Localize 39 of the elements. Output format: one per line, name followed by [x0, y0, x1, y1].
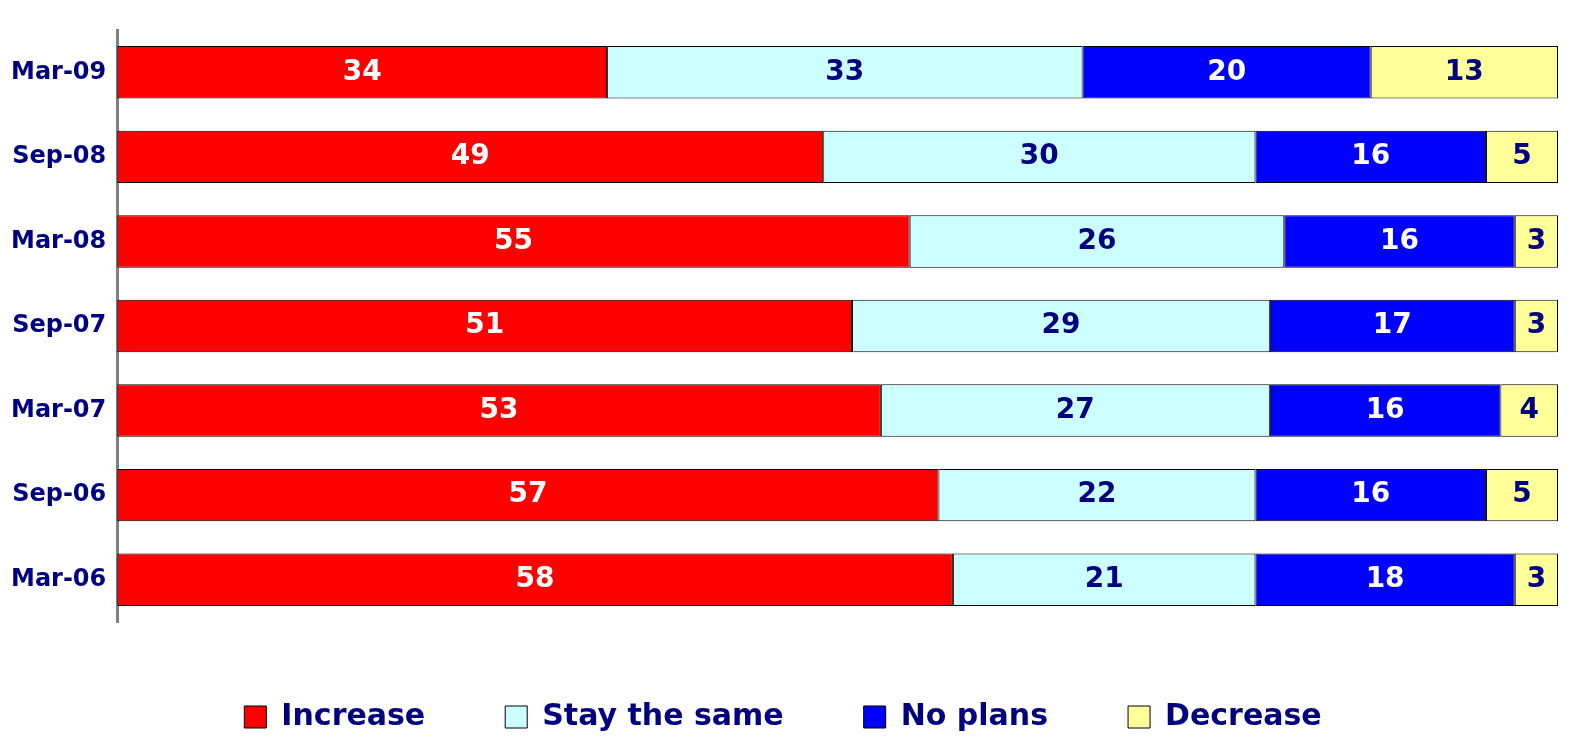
data-label: 49 — [450, 138, 490, 172]
data-label: 13 — [1444, 53, 1484, 87]
data-label: 27 — [1055, 391, 1095, 425]
data-label: 16 — [1365, 391, 1405, 425]
data-label: 16 — [1351, 476, 1391, 510]
data-label: 53 — [479, 391, 519, 425]
data-label: 3 — [1526, 561, 1547, 594]
data-label: 4 — [1519, 391, 1539, 425]
legend-label: Increase — [281, 696, 426, 732]
data-label: 20 — [1207, 53, 1247, 87]
y-tick-label: Mar-08 — [10, 225, 107, 254]
data-label: 58 — [515, 561, 555, 594]
data-label: 55 — [493, 222, 533, 256]
data-label: 34 — [342, 53, 382, 87]
data-label: 5 — [1512, 138, 1532, 172]
data-label: 3 — [1526, 307, 1547, 341]
legend-label: No plans — [900, 696, 1049, 732]
y-tick-label: Sep-07 — [12, 310, 107, 339]
data-label: 3 — [1526, 222, 1547, 256]
y-tick-label: Sep-06 — [12, 479, 107, 508]
data-label: 29 — [1041, 307, 1081, 341]
data-label: 18 — [1365, 561, 1405, 594]
data-label: 22 — [1077, 476, 1117, 510]
data-label: 16 — [1351, 138, 1391, 172]
data-label: 26 — [1077, 222, 1117, 256]
data-label: 21 — [1084, 561, 1124, 594]
y-tick-label: Mar-07 — [10, 394, 107, 423]
legend-label: Stay the same — [542, 696, 784, 732]
data-label: 33 — [825, 53, 865, 87]
data-label: 5 — [1512, 476, 1532, 510]
data-label: 57 — [508, 476, 548, 510]
data-label: 51 — [465, 307, 505, 341]
data-label: 16 — [1380, 222, 1419, 256]
y-tick-label: Mar-09 — [10, 56, 107, 85]
legend-label: Decrease — [1165, 696, 1322, 732]
data-label: 17 — [1372, 307, 1412, 341]
data-label: 30 — [1019, 138, 1059, 172]
y-tick-label: Mar-06 — [10, 563, 107, 592]
y-tick-label: Sep-08 — [12, 141, 107, 170]
